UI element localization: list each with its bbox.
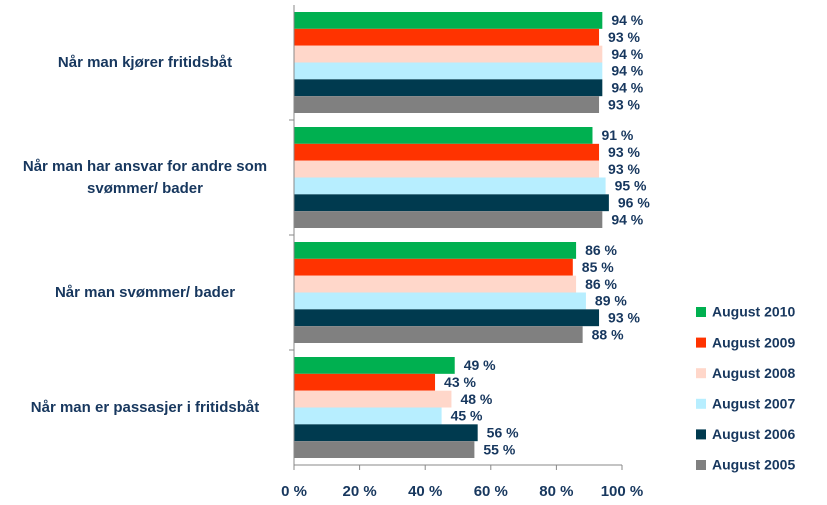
value-label: 93 % bbox=[608, 309, 640, 325]
value-label: 43 % bbox=[444, 374, 476, 390]
value-label: 49 % bbox=[464, 357, 496, 373]
x-tick-label: 40 % bbox=[408, 483, 442, 500]
bar bbox=[294, 194, 609, 212]
value-label: 94 % bbox=[611, 46, 643, 62]
bar bbox=[294, 45, 603, 63]
legend-label: August 2009 bbox=[712, 334, 795, 350]
legend-swatch bbox=[696, 460, 706, 470]
value-label: 94 % bbox=[611, 79, 643, 95]
legend-swatch bbox=[696, 307, 706, 317]
value-label: 96 % bbox=[618, 194, 650, 210]
value-label: 93 % bbox=[608, 161, 640, 177]
legend-label: August 2010 bbox=[712, 304, 795, 320]
bar bbox=[294, 390, 452, 408]
legend-swatch bbox=[696, 398, 706, 409]
legend-label: August 2005 bbox=[712, 457, 795, 473]
bar bbox=[294, 96, 600, 113]
bar bbox=[294, 62, 603, 80]
bar bbox=[294, 258, 573, 276]
category-label: Når man svømmer/ bader bbox=[54, 283, 236, 301]
bar bbox=[294, 357, 455, 374]
x-tick-label: 0 % bbox=[281, 483, 307, 500]
legend-label: August 2007 bbox=[712, 396, 795, 412]
value-label: 94 % bbox=[611, 12, 643, 28]
bar bbox=[294, 242, 577, 259]
value-label: 91 % bbox=[601, 127, 633, 143]
bar bbox=[294, 275, 577, 293]
value-label: 85 % bbox=[582, 259, 614, 275]
bar bbox=[294, 28, 600, 46]
value-label: 89 % bbox=[595, 293, 627, 309]
value-label: 94 % bbox=[611, 211, 643, 227]
x-tick-label: 20 % bbox=[342, 483, 376, 500]
bar bbox=[294, 79, 603, 97]
bar bbox=[294, 326, 583, 343]
value-label: 45 % bbox=[451, 408, 483, 424]
legend-label: August 2006 bbox=[712, 426, 795, 442]
category-label: Når man har ansvar for andre som svømmer… bbox=[22, 157, 268, 197]
value-label: 93 % bbox=[608, 29, 640, 45]
bar bbox=[294, 160, 600, 178]
bar bbox=[294, 292, 586, 310]
bar bbox=[294, 127, 593, 144]
legend-label: August 2008 bbox=[712, 365, 795, 381]
bar bbox=[294, 373, 436, 391]
bar bbox=[294, 309, 600, 327]
value-label: 94 % bbox=[611, 63, 643, 79]
x-tick-label: 80 % bbox=[539, 483, 573, 500]
value-label: 88 % bbox=[592, 326, 624, 342]
bar bbox=[294, 441, 475, 458]
value-label: 93 % bbox=[608, 96, 640, 112]
value-label: 56 % bbox=[487, 424, 519, 440]
bar bbox=[294, 177, 606, 195]
category-label: Når man kjører fritidsbåt bbox=[57, 53, 233, 71]
category-label: Når man er passasjer i fritidsbåt bbox=[30, 398, 260, 416]
x-tick-label: 60 % bbox=[474, 483, 508, 500]
bar bbox=[294, 211, 603, 228]
value-label: 93 % bbox=[608, 144, 640, 160]
legend-swatch bbox=[696, 337, 706, 348]
legend-swatch bbox=[696, 368, 706, 379]
bar bbox=[294, 407, 442, 425]
value-label: 55 % bbox=[483, 441, 515, 457]
legend-swatch bbox=[696, 429, 706, 440]
value-label: 86 % bbox=[585, 276, 617, 292]
value-label: 48 % bbox=[460, 391, 492, 407]
value-label: 86 % bbox=[585, 242, 617, 258]
bar bbox=[294, 424, 478, 442]
bar bbox=[294, 143, 600, 161]
value-label: 95 % bbox=[615, 178, 647, 194]
bar bbox=[294, 12, 603, 29]
x-tick-label: 100 % bbox=[601, 483, 644, 500]
